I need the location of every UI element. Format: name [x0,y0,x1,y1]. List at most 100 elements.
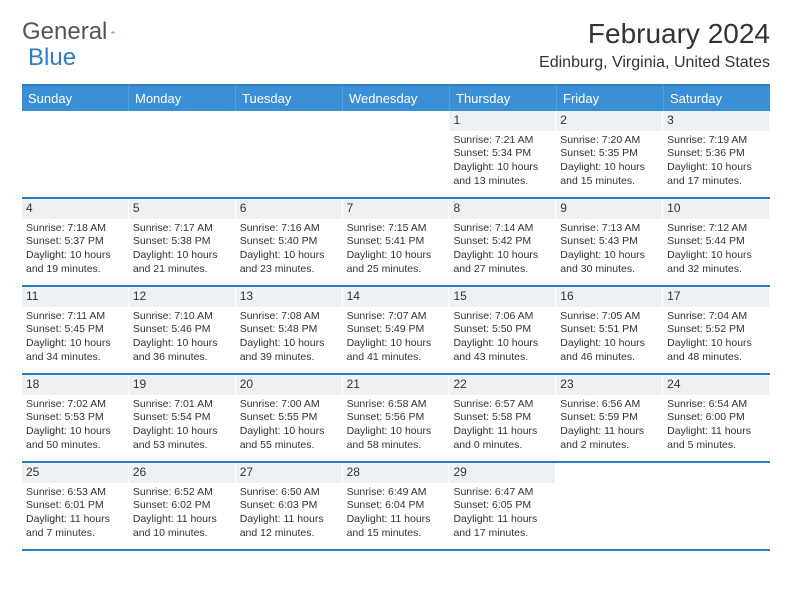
day-cell: 12Sunrise: 7:10 AMSunset: 5:46 PMDayligh… [129,287,236,373]
daylight-text: and 53 minutes. [133,439,231,453]
daylight-text: and 2 minutes. [560,439,658,453]
sunrise-text: Sunrise: 6:54 AM [667,398,765,412]
daylight-text: and 21 minutes. [133,263,231,277]
brand-text-1: General [22,18,107,46]
daylight-text: Daylight: 10 hours [667,161,765,175]
daylight-text: Daylight: 11 hours [347,513,445,527]
day-cell: 18Sunrise: 7:02 AMSunset: 5:53 PMDayligh… [22,375,129,461]
daylight-text: and 58 minutes. [347,439,445,453]
daylight-text: and 34 minutes. [26,351,124,365]
sunset-text: Sunset: 6:00 PM [667,411,765,425]
daylight-text: Daylight: 10 hours [560,161,658,175]
day-number [663,463,769,467]
week-row: 1Sunrise: 7:21 AMSunset: 5:34 PMDaylight… [22,111,770,199]
day-cell: 23Sunrise: 6:56 AMSunset: 5:59 PMDayligh… [556,375,663,461]
day-cell: 3Sunrise: 7:19 AMSunset: 5:36 PMDaylight… [663,111,770,197]
sunrise-text: Sunrise: 7:19 AM [667,134,765,148]
daylight-text: and 48 minutes. [667,351,765,365]
daylight-text: and 17 minutes. [453,527,551,541]
day-cell [663,463,770,549]
sunset-text: Sunset: 5:40 PM [240,235,338,249]
day-number [129,111,235,115]
sunrise-text: Sunrise: 7:04 AM [667,310,765,324]
sunset-text: Sunset: 5:42 PM [453,235,551,249]
sunset-text: Sunset: 5:49 PM [347,323,445,337]
day-cell: 19Sunrise: 7:01 AMSunset: 5:54 PMDayligh… [129,375,236,461]
daylight-text: Daylight: 10 hours [347,249,445,263]
sunrise-text: Sunrise: 7:01 AM [133,398,231,412]
day-cell: 15Sunrise: 7:06 AMSunset: 5:50 PMDayligh… [449,287,556,373]
day-number: 27 [236,463,342,483]
sunrise-text: Sunrise: 6:57 AM [453,398,551,412]
title-block: February 2024 Edinburg, Virginia, United… [539,18,770,72]
week-row: 4 Sunrise: 7:18 AMSunset: 5:37 PM Daylight… [22,199,770,287]
sunset-text: Sunset: 5:37 PM [26,235,124,249]
daylight-text: and 17 minutes. [667,175,765,189]
day-number: 1 [449,111,555,131]
day-cell: 9Sunrise: 7:13 AMSunset: 5:43 PMDaylight… [556,199,663,285]
daylight-text: Daylight: 11 hours [560,425,658,439]
daylight-text: and 39 minutes. [240,351,338,365]
day-header-row: Sunday Monday Tuesday Wednesday Thursday… [22,86,770,111]
day-header: Friday [557,86,664,111]
sunrise-text: Sunrise: 7:11 AM [26,310,124,324]
daylight-text: Daylight: 10 hours [133,337,231,351]
daylight-text: Daylight: 10 hours [667,249,765,263]
sunset-text: Sunset: 5:56 PM [347,411,445,425]
daylight-text: and 27 minutes. [453,263,551,277]
day-cell: 28Sunrise: 6:49 AMSunset: 6:04 PMDayligh… [343,463,450,549]
daylight-text: Daylight: 10 hours [347,337,445,351]
day-number: 4 [22,199,128,219]
sunrise-text: Sunrise: 7:13 AM [560,222,658,236]
sunset-text: Sunset: 6:01 PM [26,499,124,513]
day-number: 2 [556,111,662,131]
sunset-text: Sunset: 5:48 PM [240,323,338,337]
sunrise-text: Sunrise: 7:15 AM [347,222,445,236]
day-number: 24 [663,375,769,395]
day-cell: 27Sunrise: 6:50 AMSunset: 6:03 PMDayligh… [236,463,343,549]
sunset-text: Sunset: 5:34 PM [453,147,551,161]
daylight-text: Daylight: 11 hours [667,425,765,439]
brand-text-2-wrap: Blue [28,44,76,72]
daylight-text: Daylight: 10 hours [560,337,658,351]
sunrise-text: Sunrise: 7:17 AM [133,222,231,236]
daylight-text: Daylight: 10 hours [26,337,124,351]
sunset-text: Sunset: 6:02 PM [133,499,231,513]
day-cell [556,463,663,549]
daylight-text: Daylight: 11 hours [26,513,124,527]
sunrise-text: Sunrise: 6:47 AM [453,486,551,500]
daylight-text: and 15 minutes. [347,527,445,541]
sunrise-text: Sunrise: 7:16 AM [240,222,338,236]
sunset-text: Sunset: 5:38 PM [133,235,231,249]
sunrise-text: Sunrise: 7:18 AM [26,222,124,236]
day-cell: 8Sunrise: 7:14 AMSunset: 5:42 PMDaylight… [449,199,556,285]
daylight-text: Daylight: 11 hours [453,425,551,439]
day-number [236,111,342,115]
day-cell: 21Sunrise: 6:58 AMSunset: 5:56 PMDayligh… [343,375,450,461]
day-cell: 24 Sunrise: 6:54 AMSunset: 6:00 PMDayligh… [663,375,770,461]
day-number: 12 [129,287,235,307]
daylight-text: and 50 minutes. [26,439,124,453]
day-number: 8 [449,199,555,219]
day-number: 3 [663,111,769,131]
daylight-text: Daylight: 10 hours [667,337,765,351]
sunset-text: Sunset: 5:59 PM [560,411,658,425]
sunrise-text: Sunrise: 7:02 AM [26,398,124,412]
daylight-text: and 15 minutes. [560,175,658,189]
daylight-text: and 23 minutes. [240,263,338,277]
sunset-text: Sunset: 5:53 PM [26,411,124,425]
sunrise-text: Sunrise: 7:12 AM [667,222,765,236]
sunset-text: Sunset: 5:58 PM [453,411,551,425]
daylight-text: Daylight: 10 hours [453,337,551,351]
day-number: 15 [449,287,555,307]
daylight-text: and 12 minutes. [240,527,338,541]
day-number: 16 [556,287,662,307]
sunrise-text: Sunrise: 6:53 AM [26,486,124,500]
month-title: February 2024 [539,18,770,50]
day-number [556,463,662,467]
daylight-text: and 41 minutes. [347,351,445,365]
day-number: 29 [449,463,555,483]
header: General February 2024 Edinburg, Virginia… [22,18,770,72]
day-cell: 4Sunrise: 7:18 AMSunset: 5:37 PMDaylight… [22,199,129,285]
sunset-text: Sunset: 5:43 PM [560,235,658,249]
